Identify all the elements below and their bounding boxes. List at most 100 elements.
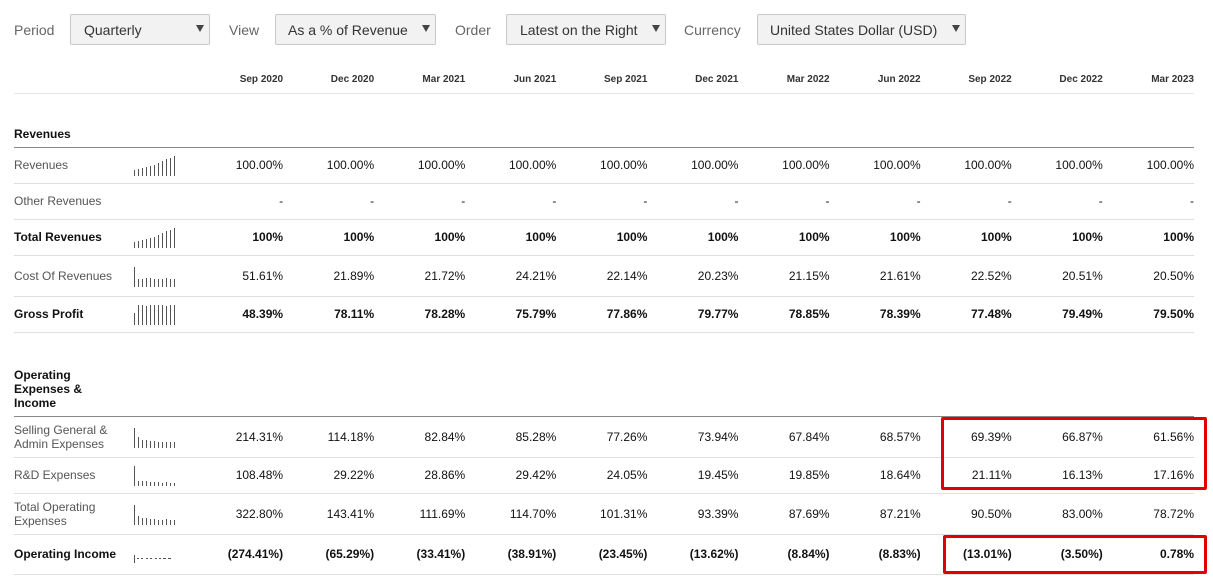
row-label: Cost Of Revenues xyxy=(14,255,132,297)
sparkline-bar xyxy=(141,558,144,559)
row-label: Total Revenues xyxy=(14,219,132,256)
sparkline-bar xyxy=(154,558,157,559)
sparkline[interactable] xyxy=(134,154,178,176)
sparkline[interactable] xyxy=(134,464,178,486)
value-cell: (8.83%) xyxy=(829,534,921,575)
sparkline[interactable] xyxy=(134,265,178,287)
sparkline-bar xyxy=(154,440,155,448)
section-heading: Revenues xyxy=(14,93,1194,148)
sparkline-cell xyxy=(132,255,192,297)
value-cell: 22.14% xyxy=(556,255,648,297)
sparkline-cell xyxy=(132,219,192,256)
sparkline-bar xyxy=(150,305,151,325)
view-dropdown[interactable]: As a % of Revenue xyxy=(275,14,436,45)
sparkline-bar xyxy=(154,305,155,325)
column-header: Sep 2022 xyxy=(920,66,1012,94)
row-revenues: Revenues 100.00% 100.00% 100.00% 100.00% 100.… xyxy=(14,147,1194,184)
period-value: Quarterly xyxy=(84,22,142,38)
view-label: View xyxy=(229,22,260,38)
value-cell: 108.48% xyxy=(192,457,284,494)
sparkline-bar xyxy=(174,483,175,486)
sparkline-bar xyxy=(138,278,139,287)
value-cell: 114.18% xyxy=(283,416,375,458)
sparkline-bar xyxy=(170,441,171,448)
row-label: Revenues xyxy=(14,147,132,184)
value-cell: 21.15% xyxy=(738,255,830,297)
sparkline-bar xyxy=(134,504,135,525)
value-cell: (13.01%) xyxy=(920,534,1012,575)
value-cell: 77.48% xyxy=(920,296,1012,333)
value-cell: 111.69% xyxy=(374,493,466,535)
column-header: Dec 2020 xyxy=(283,66,375,94)
currency-dropdown[interactable]: United States Dollar (USD) xyxy=(757,14,966,45)
value-cell: 100% xyxy=(1102,219,1194,256)
sparkline-bar xyxy=(134,242,135,248)
value-cell: - xyxy=(374,183,466,220)
sparkline-bar xyxy=(174,156,175,176)
sparkline[interactable] xyxy=(134,503,178,525)
sparkline[interactable] xyxy=(134,543,178,565)
value-cell: - xyxy=(920,183,1012,220)
sparkline-cell xyxy=(132,147,192,184)
sparkline[interactable] xyxy=(134,426,178,448)
value-cell: 322.80% xyxy=(192,493,284,535)
sparkline-bar xyxy=(154,518,155,525)
section-title: Operating Expenses & Income xyxy=(14,367,83,410)
column-header: Jun 2022 xyxy=(829,66,921,94)
sparkline[interactable] xyxy=(134,303,178,325)
value-cell: 101.31% xyxy=(556,493,648,535)
value-cell: (23.45%) xyxy=(556,534,648,575)
value-cell: 100.00% xyxy=(1011,147,1103,184)
value-cell: 79.49% xyxy=(1011,296,1103,333)
sparkline-bar xyxy=(134,266,135,287)
value-cell: 100.00% xyxy=(1102,147,1194,184)
row-cost-of-revenues: Cost Of Revenues 51.61% 21.89% 21.72% 24.21%… xyxy=(14,255,1194,297)
sparkline-bar xyxy=(150,440,151,448)
column-header: Dec 2022 xyxy=(1011,66,1103,94)
sparkline-bar xyxy=(174,441,175,448)
value-cell: 100% xyxy=(374,219,466,256)
sparkline-bar xyxy=(162,278,163,287)
sparkline-bar xyxy=(158,519,159,525)
value-cell: 29.22% xyxy=(283,457,375,494)
sparkline-bar xyxy=(142,481,143,486)
value-cell: 100.00% xyxy=(465,147,557,184)
value-cell: 100.00% xyxy=(556,147,648,184)
sparkline-bar xyxy=(174,228,175,248)
header-label-spacer xyxy=(14,66,132,94)
column-header: Mar 2023 xyxy=(1102,66,1194,94)
chevron-down-icon xyxy=(652,25,660,32)
sparkline-bar xyxy=(146,167,147,176)
value-cell: (8.84%) xyxy=(738,534,830,575)
sparkline-cell xyxy=(132,457,192,494)
row-label: Gross Profit xyxy=(14,296,132,333)
order-dropdown[interactable]: Latest on the Right xyxy=(506,14,666,45)
value-cell: 79.50% xyxy=(1102,296,1194,333)
sparkline-bar xyxy=(162,305,163,325)
sparkline[interactable] xyxy=(134,226,178,248)
period-dropdown[interactable]: Quarterly xyxy=(70,14,210,45)
row-total-operating-expenses: Total Operating Expenses 322.80% 143.41% 11… xyxy=(14,493,1194,535)
value-cell: 78.39% xyxy=(829,296,921,333)
row-label: Selling General & Admin Expenses xyxy=(14,416,132,458)
value-cell: 85.28% xyxy=(465,416,557,458)
sparkline-bar xyxy=(170,305,171,325)
row-label: R&D Expenses xyxy=(14,457,132,494)
value-cell: (274.41%) xyxy=(192,534,284,575)
sparkline-bar xyxy=(163,558,167,559)
highlight-box-operating-income xyxy=(943,535,1207,574)
chevron-down-icon xyxy=(952,25,960,32)
sparkline-cell xyxy=(132,296,192,333)
sparkline-bar xyxy=(170,483,171,486)
sparkline-bar xyxy=(150,558,153,559)
sparkline-bar xyxy=(142,278,143,287)
sparkline-cell xyxy=(132,534,192,575)
value-cell: 100.00% xyxy=(192,147,284,184)
period-label: Period xyxy=(14,22,55,38)
value-cell: 100% xyxy=(192,219,284,256)
column-header: Sep 2021 xyxy=(556,66,648,94)
sparkline-bar xyxy=(142,517,143,525)
value-cell: 114.70% xyxy=(465,493,557,535)
value-cell: (38.91%) xyxy=(465,534,557,575)
value-cell: 29.42% xyxy=(465,457,557,494)
